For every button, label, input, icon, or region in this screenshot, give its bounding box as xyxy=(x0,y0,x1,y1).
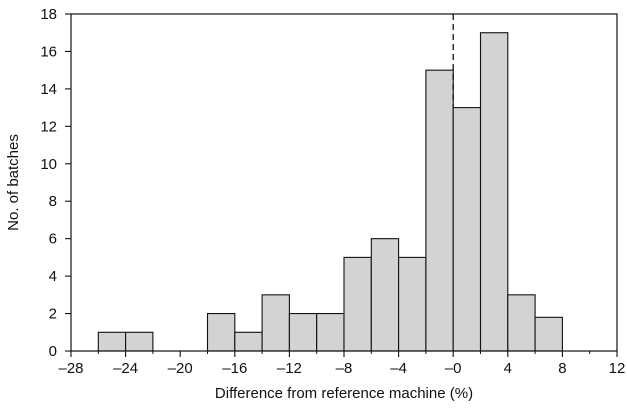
x-tick-label: 4 xyxy=(504,360,512,377)
x-axis-title: Difference from reference machine (%) xyxy=(215,385,473,402)
x-tick-label: –16 xyxy=(222,360,247,377)
histogram-bar xyxy=(507,294,536,352)
histogram-bar xyxy=(288,313,318,352)
x-tick-label: –28 xyxy=(58,360,83,377)
x-tick-label: 8 xyxy=(558,360,566,377)
y-axis-title: No. of batches xyxy=(5,134,22,231)
histogram-bar xyxy=(398,256,427,352)
histogram-bar xyxy=(452,107,482,352)
histogram-bar xyxy=(125,331,154,352)
histogram-bar xyxy=(479,32,509,352)
y-tick-label: 10 xyxy=(40,156,57,173)
histogram-bar xyxy=(343,256,372,352)
y-axis: 0 2 4 6 8 10 12 14 16 18 xyxy=(40,6,71,360)
histogram-bar xyxy=(234,331,263,352)
x-tick-label: 12 xyxy=(609,360,626,377)
histogram-bar xyxy=(261,294,290,352)
histogram-bar xyxy=(206,313,236,352)
histogram-bar xyxy=(97,331,127,352)
y-tick-label: 2 xyxy=(49,306,57,323)
histogram-bar xyxy=(316,313,345,352)
x-tick-label: –20 xyxy=(168,360,193,377)
x-axis: –28 –24 –20 –16 –12 –8 –4 –0 4 8 12 xyxy=(58,351,625,377)
y-tick-label: 12 xyxy=(40,118,57,135)
x-tick-label: –12 xyxy=(277,360,302,377)
y-tick-label: 18 xyxy=(40,6,57,23)
y-tick-label: 4 xyxy=(49,268,57,285)
y-tick-label: 8 xyxy=(49,193,57,210)
histogram-bar xyxy=(370,238,400,352)
x-tick-label: –0 xyxy=(445,360,462,377)
x-tick-label: –8 xyxy=(336,360,353,377)
y-tick-label: 14 xyxy=(40,81,57,98)
y-tick-label: 6 xyxy=(49,231,57,248)
y-tick-label: 16 xyxy=(40,43,57,60)
bars-layer xyxy=(97,32,563,352)
histogram-bar xyxy=(534,316,563,352)
y-tick-label: 0 xyxy=(49,343,57,360)
histogram-bar xyxy=(425,69,454,352)
x-tick-label: –4 xyxy=(390,360,407,377)
x-tick-label: –24 xyxy=(113,360,138,377)
